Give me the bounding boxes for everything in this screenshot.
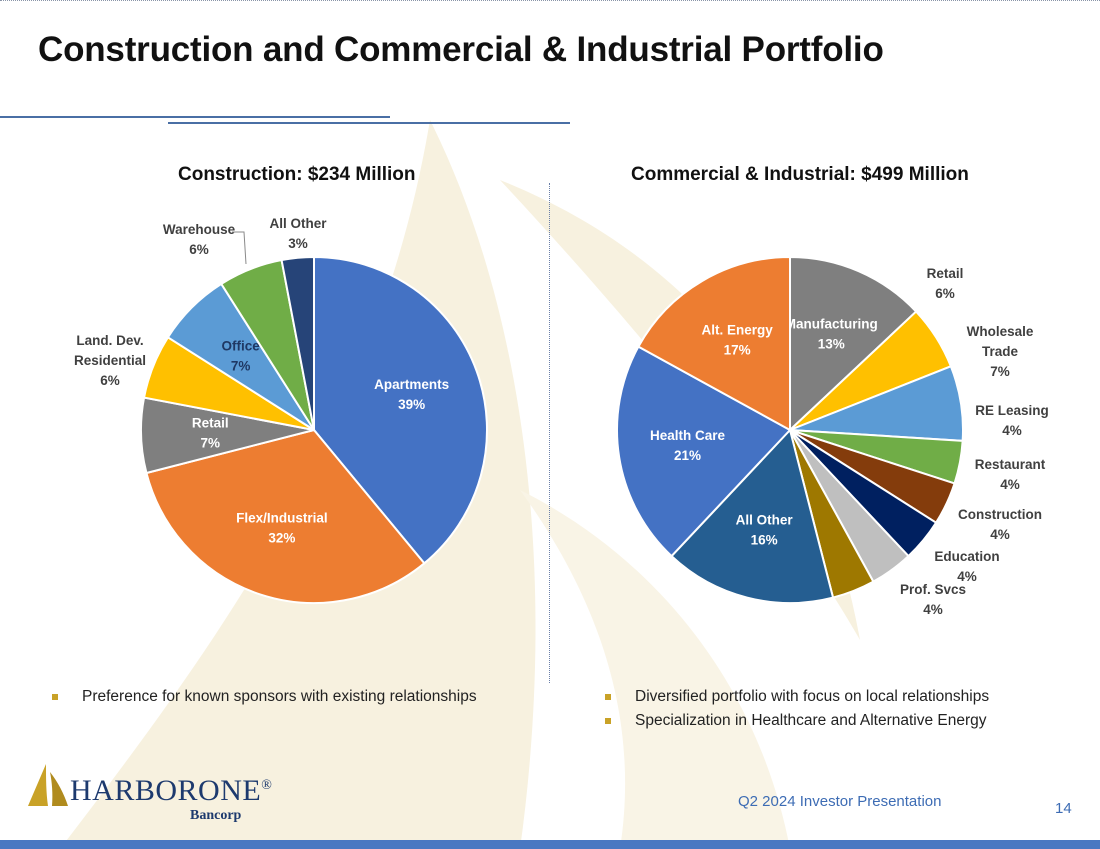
logo-subtitle: Bancorp (190, 808, 242, 823)
ci-slice-manufacturing (789, 255, 918, 433)
ci-label-all-other: All Other 16% (736, 513, 794, 548)
ci-bullets: Diversified portfolio with focus on loca… (605, 688, 989, 736)
chart-divider (549, 183, 550, 683)
bullet-item: Specialization in Healthcare and Alterna… (605, 712, 989, 730)
ci-label-prof-svcs: Prof. Svcs 4% (900, 582, 966, 617)
ci-slice-all-other (670, 427, 835, 604)
construction-label-all-other: All Other 3% (269, 216, 327, 251)
bullet-item: Preference for known sponsors with exist… (52, 688, 477, 706)
construction-label-land-dev-residential: Land. Dev. Residential 6% (74, 333, 146, 388)
footer-presentation-label: Q2 2024 Investor Presentation (738, 793, 942, 810)
ci-chart-title: Commercial & Industrial: $499 Million (631, 164, 969, 185)
ci-slice-alt-energy (637, 255, 791, 432)
ci-label-education: Education 4% (934, 549, 999, 584)
ci-label-re-leasing: RE Leasing 4% (975, 403, 1049, 438)
construction-label-warehouse: Warehouse 6% (163, 222, 236, 257)
page-title: Construction and Commercial & Industrial… (38, 30, 884, 69)
ci-label-wholesale-trade: Wholesale Trade 7% (967, 324, 1034, 379)
harborone-logo: HARBORONE® Bancorp (26, 760, 286, 830)
construction-label-retail: Retail 7% (192, 415, 229, 450)
title-rule-lower (168, 122, 570, 124)
bullet-item: Diversified portfolio with focus on loca… (605, 688, 989, 706)
ci-label-health-care: Health Care 21% (650, 428, 726, 463)
ci-slice-health-care (616, 345, 792, 558)
warehouse-leader-line (232, 231, 247, 265)
construction-label-apartments: Apartments 39% (374, 377, 449, 412)
ci-label-construction: Construction 4% (958, 507, 1042, 542)
ci-label-alt-energy: Alt. Energy 17% (702, 323, 774, 358)
ci-label-retail: Retail 6% (927, 266, 964, 301)
ci-label-restaurant: Restaurant 4% (975, 457, 1046, 492)
construction-label-office: Office 7% (221, 339, 260, 374)
ci-label-manufacturing: Manufacturing 13% (785, 317, 878, 352)
bottom-bar (0, 840, 1100, 849)
construction-label-flex-industrial: Flex/Industrial 32% (236, 511, 328, 546)
construction-slice-all-other (280, 255, 315, 431)
construction-slice-apartments (313, 255, 488, 565)
title-rule-upper (0, 116, 390, 118)
top-dotted-border (0, 0, 1100, 1)
page-number: 14 (1055, 800, 1072, 817)
construction-slice-flex-industrial (145, 428, 426, 604)
sail-logo-icon (28, 764, 68, 806)
logo-name: HARBORONE® (70, 774, 273, 807)
construction-chart-title: Construction: $234 Million (178, 164, 416, 185)
construction-bullets: Preference for known sponsors with exist… (52, 688, 477, 712)
